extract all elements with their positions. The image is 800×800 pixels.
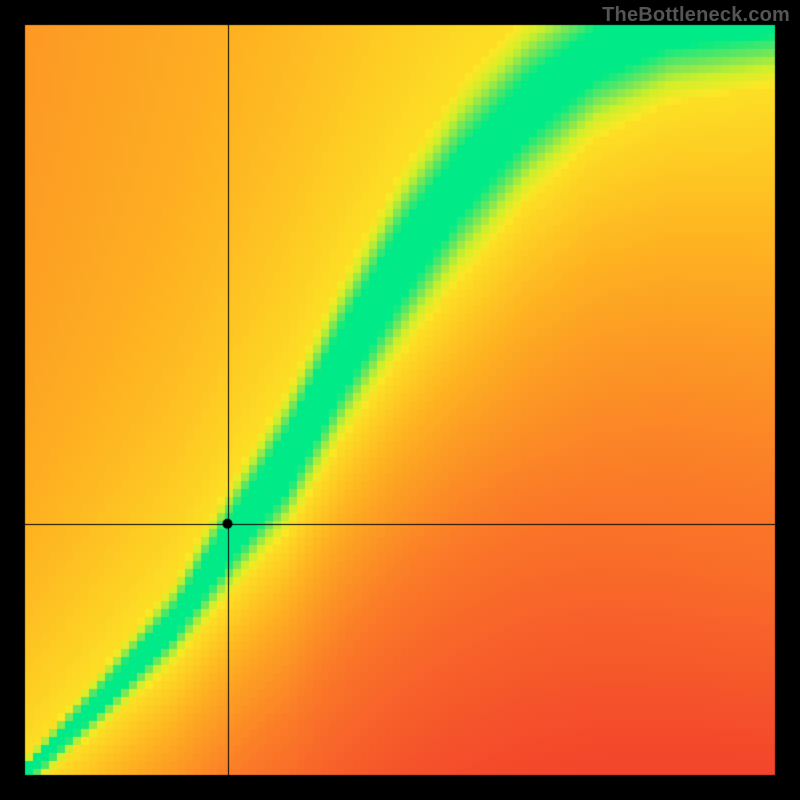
chart-container: TheBottleneck.com — [0, 0, 800, 800]
watermark-text: TheBottleneck.com — [602, 4, 790, 27]
bottleneck-heatmap — [0, 0, 800, 800]
